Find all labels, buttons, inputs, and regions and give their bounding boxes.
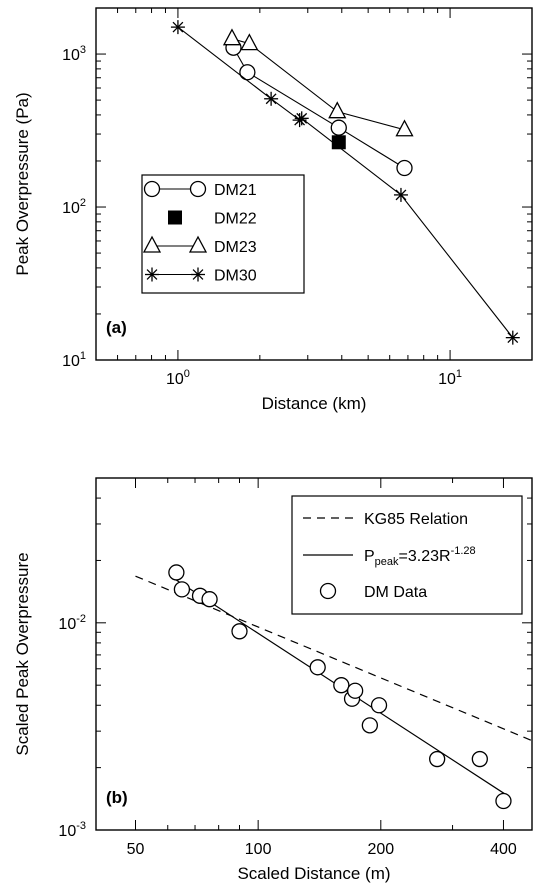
y-tick-label: 103 [62, 44, 86, 64]
data-point [361, 717, 379, 734]
y-tick-label: 10-3 [58, 820, 86, 840]
data-point [309, 659, 326, 676]
data-point [201, 591, 218, 608]
plot-frame-a [95, 7, 533, 361]
legend-label: DM Data [364, 584, 427, 601]
series-DM30 [170, 20, 520, 345]
asterisk-stroke [146, 269, 158, 280]
data-point [231, 623, 248, 640]
legend-label: DM30 [214, 268, 257, 285]
legend-marker [188, 235, 208, 253]
x-axis-label: Scaled Distance (m) [237, 864, 390, 883]
legend-marker [191, 267, 205, 282]
data-point-DM21 [330, 119, 347, 136]
data-point [173, 581, 191, 598]
asterisk-stroke [192, 269, 204, 280]
legend-label: DM23 [214, 239, 257, 256]
legend-box-a [141, 174, 305, 294]
data-point-DM21 [239, 64, 256, 81]
x-tick-label: 400 [490, 841, 517, 858]
data-point-DM30 [505, 330, 520, 345]
series-line-DM23 [231, 38, 405, 131]
y-axis-label: Peak Overpressure (Pa) [13, 92, 32, 275]
data-point-DM23 [328, 101, 347, 119]
data-point-DM30 [393, 187, 408, 202]
legend-label: DM21 [214, 182, 257, 199]
x-tick-label: 200 [367, 841, 394, 858]
data-point-DM30 [170, 20, 185, 35]
data-point [495, 792, 512, 810]
data-point-DM22 [331, 135, 346, 150]
x-tick-label: 101 [438, 368, 462, 388]
panel-label-a: (a) [106, 318, 127, 337]
data-point-DM21 [396, 159, 413, 177]
asterisk-stroke [296, 112, 308, 124]
legend-marker [319, 582, 337, 600]
plot-frame-b [95, 477, 533, 831]
asterisk-stroke [507, 332, 519, 344]
data-point [333, 677, 350, 694]
y-axis-label: Scaled Peak Overpressure [13, 552, 32, 755]
legend-marker [189, 180, 207, 198]
series-DM22 [331, 135, 346, 150]
y-tick-label: 102 [62, 197, 86, 217]
data-point-DM23 [222, 28, 242, 46]
y-tick-label: 101 [62, 350, 86, 370]
y-tick-label: 10-2 [58, 613, 86, 633]
chart-b: 50 100 200 400 10-3 10-2 Scaled Distance (m) Sc… [13, 477, 533, 883]
x-axis-label: Distance (km) [262, 394, 367, 413]
asterisk-stroke [172, 21, 184, 33]
legend-marker [168, 210, 182, 225]
data-point-DM30 [294, 111, 309, 126]
chart-a: 100 101 101 102 103 Distance (km) Peak Overpre… [13, 7, 533, 413]
data-point [370, 697, 388, 714]
data-point-DM23 [240, 33, 259, 51]
series-DM23 [222, 28, 414, 137]
series-line-DM21 [232, 47, 405, 169]
legend-label: KG85 Relation [364, 511, 468, 528]
series-DM21 [225, 39, 413, 177]
legend-label: Ppeak=3.23R-1.28 [364, 545, 476, 568]
data-point-DM30 [264, 91, 279, 106]
legend-label: DM22 [214, 211, 257, 228]
data-point-DM23 [395, 119, 414, 137]
data-point [429, 750, 446, 768]
legend-a: DM21 DM22 DM23 DM30 [141, 174, 305, 294]
data-point [346, 682, 364, 699]
legend-marker [145, 267, 159, 282]
asterisk-stroke [265, 93, 277, 105]
data-point [471, 750, 488, 768]
legend-marker [143, 180, 161, 198]
x-tick-label: 100 [166, 368, 190, 388]
x-tick-label: 100 [245, 841, 272, 858]
legend-b: KG85 Relation Ppeak=3.23R-1.28 DM Data [291, 495, 523, 615]
asterisk-stroke [395, 189, 407, 201]
legend-marker [142, 235, 162, 253]
x-tick-label: 50 [127, 841, 145, 858]
panel-label-b: (b) [106, 788, 128, 807]
data-point [168, 564, 185, 581]
